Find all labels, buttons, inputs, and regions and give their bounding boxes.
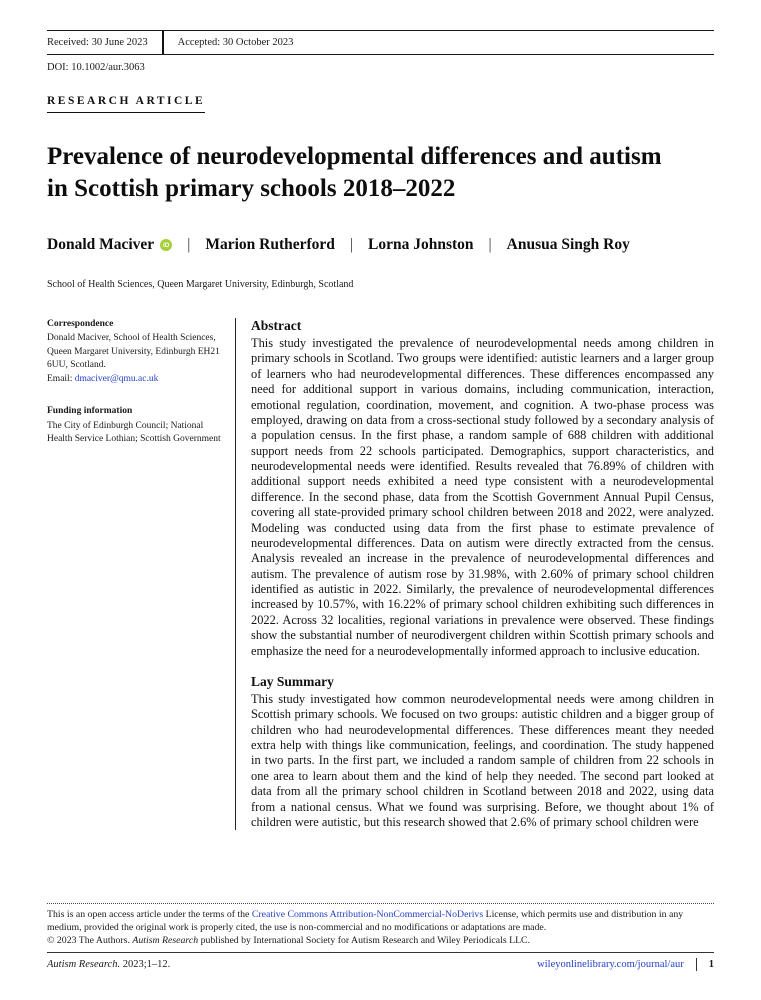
journal-website-link[interactable]: wileyonlinelibrary.com/journal/aur — [537, 959, 684, 970]
received-date: Received: 30 June 2023 — [47, 31, 164, 54]
article-sidebar: Correspondence Donald Maciver, School of… — [47, 318, 235, 830]
abstract-heading: Abstract — [251, 318, 302, 333]
author-separator: | — [349, 236, 353, 253]
copyright-pre: © 2023 The Authors. — [47, 935, 133, 947]
citation-detail: 2023;1–12. — [120, 959, 171, 970]
journal-footer: Autism Research. 2023;1–12. wileyonlinel… — [47, 952, 714, 971]
email-label: Email: — [47, 373, 75, 384]
author-separator: | — [187, 236, 191, 253]
author-name: Donald Maciver — [47, 236, 155, 253]
abstract-body: This study investigated the prevalence o… — [251, 336, 714, 658]
received-accepted-bar: Received: 30 June 2023 Accepted: 30 Octo… — [47, 30, 714, 55]
funding-heading: Funding information — [47, 406, 133, 417]
journal-citation: Autism Research. 2023;1–12. — [47, 959, 170, 970]
license-text-pre: This is an open access article under the… — [47, 909, 252, 920]
footer-divider — [695, 958, 697, 971]
author-name: Lorna Johnston — [368, 236, 474, 253]
license-footnote: This is an open access article under the… — [47, 903, 714, 947]
funding-text: The City of Edinburgh Council; National … — [47, 420, 221, 445]
page-title: Prevalence of neurodevelopmental differe… — [47, 143, 662, 202]
orcid-icon[interactable]: iD — [160, 239, 173, 251]
lay-summary-body: This study investigated how common neuro… — [251, 691, 714, 829]
accepted-date: Accepted: 30 October 2023 — [177, 37, 294, 48]
lay-summary-heading: Lay Summary — [251, 673, 334, 689]
copyright-post: published by International Society for A… — [198, 935, 531, 947]
doi: DOI: 10.1002/aur.3063 — [47, 62, 145, 73]
email-link[interactable]: dmaciver@qmu.ac.uk — [74, 373, 159, 384]
journal-name: Autism Research. — [47, 959, 121, 970]
copyright-journal-name: Autism Research — [132, 935, 199, 947]
correspondence-text: Donald Maciver, School of Health Science… — [47, 333, 220, 371]
license-text: This is an open access article under the… — [47, 908, 714, 934]
abstract-column: Abstract This study investigated the pre… — [235, 318, 714, 831]
article-type-label: RESEARCH ARTICLE — [47, 95, 206, 113]
author-name: Marion Rutherford — [205, 236, 335, 253]
license-text-post: License, which permits use and distribut… — [47, 909, 684, 934]
affiliation: School of Health Sciences, Queen Margare… — [47, 279, 354, 290]
author-name: Anusua Singh Roy — [506, 236, 630, 253]
page-number: 1 — [708, 959, 714, 970]
author-list: Donald Maciver iD | Marion Rutherford | … — [47, 236, 714, 254]
author-separator: | — [488, 236, 492, 253]
license-link[interactable]: Creative Commons Attribution-NonCommerci… — [251, 909, 484, 920]
correspondence-heading: Correspondence — [47, 319, 114, 329]
copyright-text: © 2023 The Authors. Autism Research publ… — [47, 934, 714, 947]
